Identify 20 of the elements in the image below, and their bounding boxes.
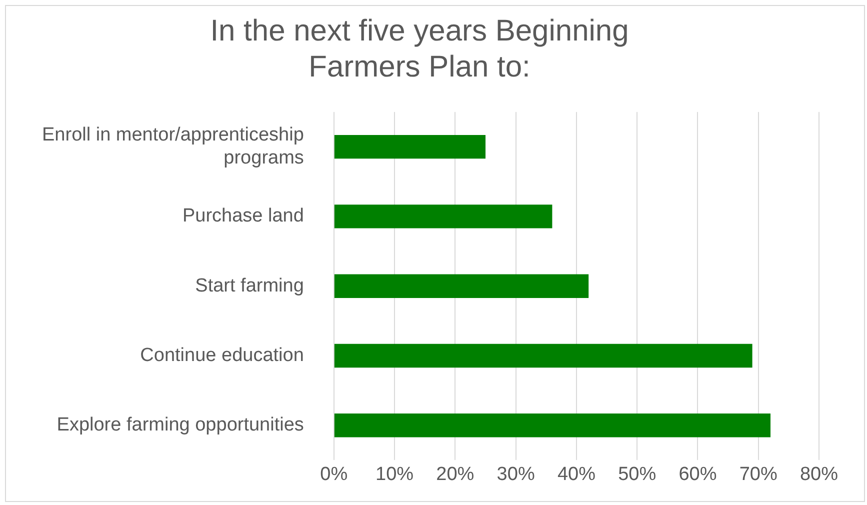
x-tick-label: 20% xyxy=(436,464,474,485)
y-tick-label: Enroll in mentor/apprenticeship programs xyxy=(42,124,304,168)
y-tick-label: Explore farming opportunities xyxy=(56,414,304,436)
x-tick-label: 10% xyxy=(376,464,414,485)
bar xyxy=(334,274,589,298)
y-tick-label: Continue education xyxy=(140,344,304,366)
chart-title: In the next five years Beginning Farmers Plan to: xyxy=(210,14,629,84)
x-tick-label: 50% xyxy=(618,464,656,485)
bar xyxy=(334,134,486,159)
bar xyxy=(334,414,770,438)
x-tick-label: 70% xyxy=(739,464,778,485)
y-tick-label: Purchase land xyxy=(182,206,304,227)
bar xyxy=(334,204,552,228)
x-tick-label: 0% xyxy=(320,464,348,485)
x-tick-label: 80% xyxy=(800,464,838,485)
x-tick-label: 30% xyxy=(496,464,535,485)
x-tick-label: 60% xyxy=(678,464,717,485)
bar xyxy=(334,344,752,368)
y-tick-label: Start farming xyxy=(195,275,304,296)
x-tick-label: 40% xyxy=(557,464,596,485)
